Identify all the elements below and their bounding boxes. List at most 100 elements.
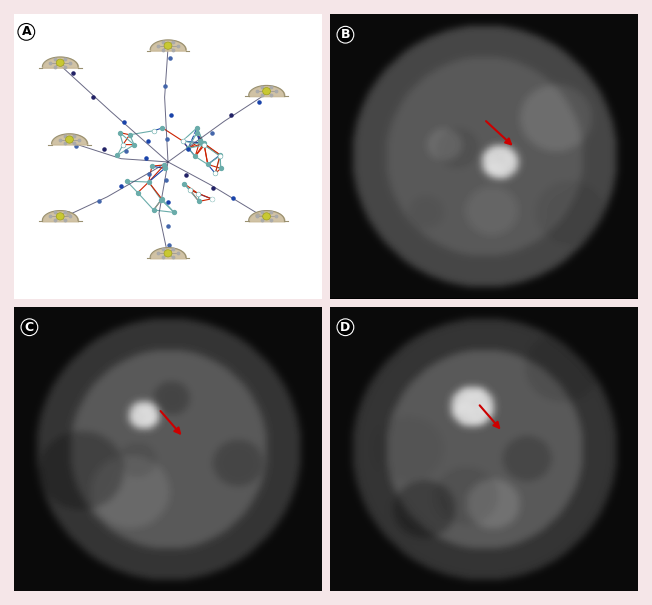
Point xyxy=(74,135,85,145)
Circle shape xyxy=(56,59,64,67)
Point xyxy=(199,140,209,150)
Point xyxy=(149,126,159,136)
Point xyxy=(158,252,168,262)
Point xyxy=(185,185,195,195)
Point xyxy=(226,110,237,120)
Circle shape xyxy=(263,88,271,95)
Point xyxy=(193,189,203,198)
Point xyxy=(266,208,276,217)
Point xyxy=(143,177,154,187)
Circle shape xyxy=(263,213,271,220)
Point xyxy=(116,181,126,191)
Point xyxy=(159,163,170,173)
Point xyxy=(160,175,171,185)
Point xyxy=(59,139,70,148)
Point xyxy=(158,45,168,54)
Point xyxy=(121,176,132,186)
Point xyxy=(94,196,104,206)
Point xyxy=(183,145,193,154)
Point xyxy=(194,197,204,206)
Point xyxy=(45,212,55,221)
Point xyxy=(119,117,129,126)
Point xyxy=(71,142,82,151)
Point xyxy=(147,162,157,171)
Point xyxy=(159,160,170,170)
Point xyxy=(50,215,61,225)
Point xyxy=(210,169,220,178)
Point xyxy=(256,208,267,217)
Point xyxy=(168,244,178,254)
Point xyxy=(69,131,80,140)
Point xyxy=(60,62,70,71)
Point xyxy=(207,128,217,138)
Point xyxy=(215,151,225,161)
Point xyxy=(168,45,178,54)
Circle shape xyxy=(164,250,172,257)
Point xyxy=(121,146,131,155)
Point xyxy=(166,110,176,119)
Point xyxy=(157,123,168,132)
Point xyxy=(194,137,205,146)
Point xyxy=(168,252,178,262)
Point xyxy=(112,151,123,160)
Point xyxy=(190,152,200,162)
Point xyxy=(60,215,70,225)
Text: C: C xyxy=(25,321,34,334)
Point xyxy=(271,87,282,96)
Point xyxy=(65,212,75,221)
Point xyxy=(199,139,209,148)
Point xyxy=(177,136,188,146)
Point xyxy=(199,140,209,150)
Point xyxy=(158,244,168,254)
Point xyxy=(156,195,166,204)
Point xyxy=(125,130,135,140)
Point xyxy=(256,82,267,92)
Point xyxy=(210,169,220,178)
Text: A: A xyxy=(22,25,31,38)
Point xyxy=(50,62,61,71)
Point xyxy=(45,58,55,68)
Point xyxy=(266,82,276,92)
Point xyxy=(114,128,125,137)
Text: D: D xyxy=(340,321,351,334)
Point xyxy=(163,221,173,231)
Point xyxy=(193,189,203,198)
Point xyxy=(162,134,172,144)
Point xyxy=(185,185,195,195)
Point xyxy=(207,194,217,204)
Point xyxy=(63,208,73,218)
Point xyxy=(192,123,202,132)
Point xyxy=(60,208,70,217)
Point xyxy=(149,126,159,136)
Point xyxy=(163,197,173,206)
Point xyxy=(252,212,262,221)
Point xyxy=(256,215,267,225)
Text: B: B xyxy=(340,28,350,41)
Point xyxy=(179,179,189,189)
Point xyxy=(129,140,140,149)
Point xyxy=(54,135,65,145)
Point xyxy=(99,144,110,154)
Point xyxy=(118,140,128,149)
Point xyxy=(59,131,70,140)
Point xyxy=(158,37,168,47)
Point xyxy=(256,90,267,100)
Point xyxy=(143,136,153,146)
Circle shape xyxy=(164,42,172,49)
Point xyxy=(144,169,155,178)
Point xyxy=(203,160,213,169)
Circle shape xyxy=(65,136,74,143)
Point xyxy=(160,82,170,91)
Point xyxy=(164,240,175,250)
Point xyxy=(169,208,179,217)
Point xyxy=(50,54,61,64)
Point xyxy=(177,136,188,146)
Point xyxy=(69,139,80,148)
Point xyxy=(216,163,226,173)
Point xyxy=(165,53,175,63)
Point xyxy=(173,249,183,258)
Point xyxy=(153,249,164,258)
Point xyxy=(183,143,194,153)
Point xyxy=(132,188,143,197)
Point xyxy=(192,128,202,138)
